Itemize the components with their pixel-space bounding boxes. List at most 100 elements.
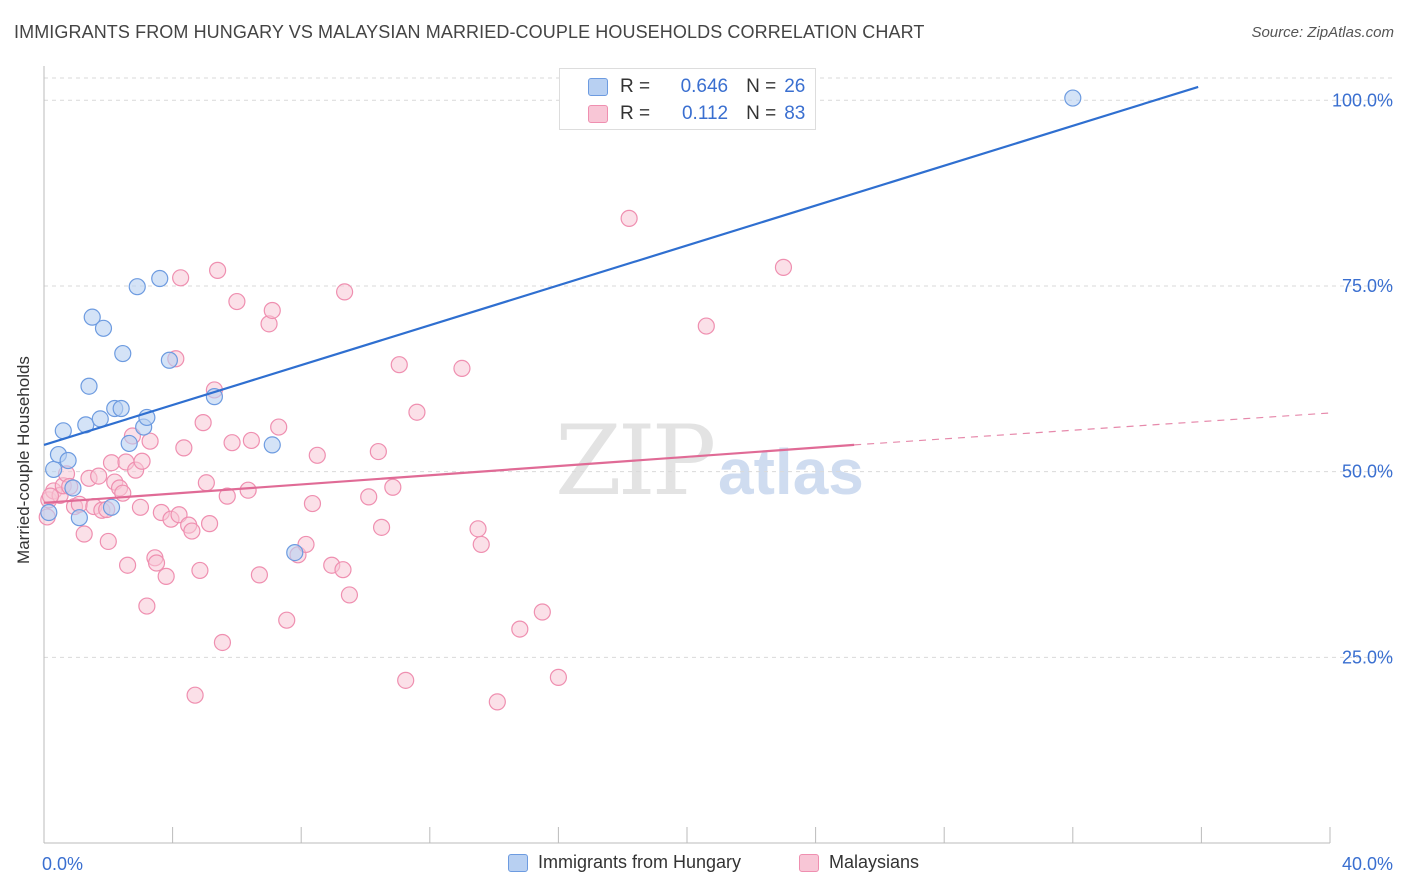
malaysians-point xyxy=(223,434,241,452)
malaysians-point xyxy=(133,452,151,470)
malaysians-point xyxy=(372,518,391,536)
malaysians-point xyxy=(157,567,175,585)
chart-title: IMMIGRANTS FROM HUNGARY VS MALAYSIAN MAR… xyxy=(14,22,925,42)
legend-n-label: N = xyxy=(746,76,777,97)
malaysians-point xyxy=(200,515,219,533)
malaysians-point xyxy=(90,467,108,485)
malaysians-point xyxy=(278,611,296,629)
hungary-point xyxy=(40,503,58,522)
hungary-point xyxy=(59,451,77,470)
malaysians-point xyxy=(334,561,352,579)
malaysians-point xyxy=(147,554,166,572)
malaysians-point xyxy=(191,561,209,580)
bottom-legend-label-hungary: Immigrants from Hungary xyxy=(538,852,742,872)
malaysians-point xyxy=(472,535,490,554)
malaysians-point xyxy=(511,620,529,638)
y-axis-label-wrap: Married-couple Households xyxy=(4,330,44,590)
malaysians-point xyxy=(340,586,359,604)
malaysians-point xyxy=(303,494,322,513)
malaysians-point xyxy=(186,686,204,704)
malaysians-point xyxy=(239,481,257,499)
malaysians-point xyxy=(218,487,236,505)
malaysians-point xyxy=(197,474,215,492)
malaysians-point xyxy=(336,283,354,301)
malaysians-point xyxy=(102,454,121,472)
bottom-legend-malaysians: Malaysians xyxy=(799,852,919,873)
legend-n-value: 26 xyxy=(784,76,806,97)
hungary-point xyxy=(114,344,132,363)
malaysians-point xyxy=(209,261,227,279)
hungary-point xyxy=(286,543,304,562)
bottom-legend-label-malaysians: Malaysians xyxy=(829,852,920,872)
x-tick-label: 0.0% xyxy=(42,854,83,874)
hungary-point xyxy=(64,479,82,497)
malaysians-point xyxy=(118,556,137,574)
malaysians-point xyxy=(360,488,378,506)
legend-row-malaysians: R = 0.112 N = 83 xyxy=(588,101,805,127)
hungary-point xyxy=(263,436,281,454)
hungary-point xyxy=(128,278,146,296)
x-tick-label: 40.0% xyxy=(1342,854,1393,874)
bottom-legend-swatch-malaysians xyxy=(799,853,819,872)
y-axis-label: Married-couple Households xyxy=(14,356,33,564)
malaysians-point xyxy=(138,597,156,615)
malaysians-point xyxy=(213,633,232,652)
malaysians-point xyxy=(194,414,212,432)
malaysians-point xyxy=(263,301,281,320)
hungary-point xyxy=(151,269,169,288)
malaysians-point xyxy=(228,292,246,311)
hungary-point xyxy=(94,319,113,337)
source-label: Source: ZipAtlas.com xyxy=(1251,24,1394,41)
malaysians-point xyxy=(369,442,387,461)
malaysians-point xyxy=(453,359,471,378)
hungary-point xyxy=(102,498,121,516)
hungary-point xyxy=(45,460,63,479)
legend-n-label: N = xyxy=(746,103,777,124)
malaysians-point xyxy=(620,209,638,227)
legend-r-label: R = xyxy=(620,76,651,97)
y-tick-label: 100.0% xyxy=(1332,90,1393,110)
hungary-point xyxy=(70,509,88,527)
malaysians-point xyxy=(488,693,506,711)
malaysians-point xyxy=(549,668,568,686)
hungary-point xyxy=(160,351,178,369)
malaysians-point xyxy=(469,520,487,538)
malaysians-point xyxy=(533,603,551,621)
malaysians-point xyxy=(697,317,715,335)
malaysians-point xyxy=(172,269,190,287)
bottom-legend-hungary: Immigrants from Hungary xyxy=(508,852,741,873)
legend-r-value: 0.646 xyxy=(680,76,729,97)
bottom-legend-swatch-hungary xyxy=(508,853,528,872)
malaysians-point xyxy=(384,478,402,496)
y-tick-label: 75.0% xyxy=(1342,276,1393,296)
legend-r-value: 0.112 xyxy=(681,103,729,124)
malaysians-point xyxy=(390,356,408,374)
hungary-point xyxy=(83,308,101,326)
malaysians-point xyxy=(397,671,415,689)
malaysians-point xyxy=(774,258,793,276)
malaysians-point xyxy=(141,432,159,450)
malaysians-point xyxy=(250,566,269,584)
hungary-point xyxy=(112,399,130,418)
legend-row-hungary: R = 0.646 N = 26 xyxy=(588,74,805,100)
malaysians-point xyxy=(75,525,93,543)
legend-n-value: 83 xyxy=(784,103,806,124)
malaysians-point xyxy=(99,532,117,551)
hungary-point xyxy=(91,410,109,428)
y-tick-label: 50.0% xyxy=(1342,462,1393,482)
hungary-point xyxy=(120,434,138,453)
y-tick-label: 25.0% xyxy=(1342,647,1393,667)
legend-swatch-hungary xyxy=(588,78,608,96)
hungary-point xyxy=(80,377,98,395)
malaysians-point xyxy=(131,498,150,516)
malaysians-point xyxy=(175,439,193,457)
malaysians-point xyxy=(114,484,132,502)
malaysians-point xyxy=(183,522,201,540)
hungary-trend-line xyxy=(43,85,1199,446)
legend-r-label: R = xyxy=(620,103,651,124)
malaysians-point xyxy=(270,418,288,436)
malaysians-trend-line-extrapolated xyxy=(854,412,1331,446)
malaysians-point xyxy=(242,431,260,450)
hungary-point xyxy=(1064,89,1082,107)
